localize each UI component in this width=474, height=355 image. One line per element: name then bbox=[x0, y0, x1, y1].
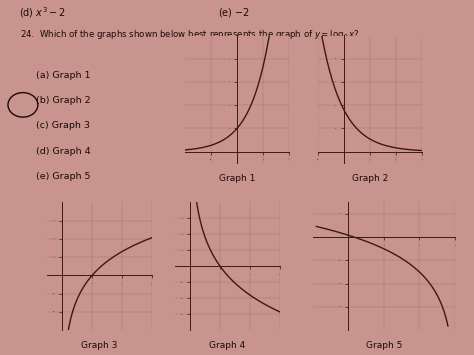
Text: (d) Graph 4: (d) Graph 4 bbox=[36, 147, 91, 155]
Text: Graph 5: Graph 5 bbox=[366, 341, 402, 350]
Text: (e) Graph 5: (e) Graph 5 bbox=[36, 172, 91, 181]
Text: Graph 2: Graph 2 bbox=[352, 174, 388, 183]
Text: (d) $x^3-2$: (d) $x^3-2$ bbox=[19, 5, 66, 20]
Text: (c) Graph 3: (c) Graph 3 bbox=[36, 121, 90, 130]
Text: Graph 3: Graph 3 bbox=[82, 341, 118, 350]
Text: Graph 4: Graph 4 bbox=[210, 341, 246, 350]
Text: 24.  Which of the graphs shown below best represents the graph of $y=\log_2 x$?: 24. Which of the graphs shown below best… bbox=[20, 28, 359, 41]
Text: (a) Graph 1: (a) Graph 1 bbox=[36, 71, 91, 80]
Text: (b) Graph 2: (b) Graph 2 bbox=[36, 96, 91, 105]
Text: (e) $-2$: (e) $-2$ bbox=[218, 6, 250, 19]
Text: Graph 1: Graph 1 bbox=[219, 174, 255, 183]
